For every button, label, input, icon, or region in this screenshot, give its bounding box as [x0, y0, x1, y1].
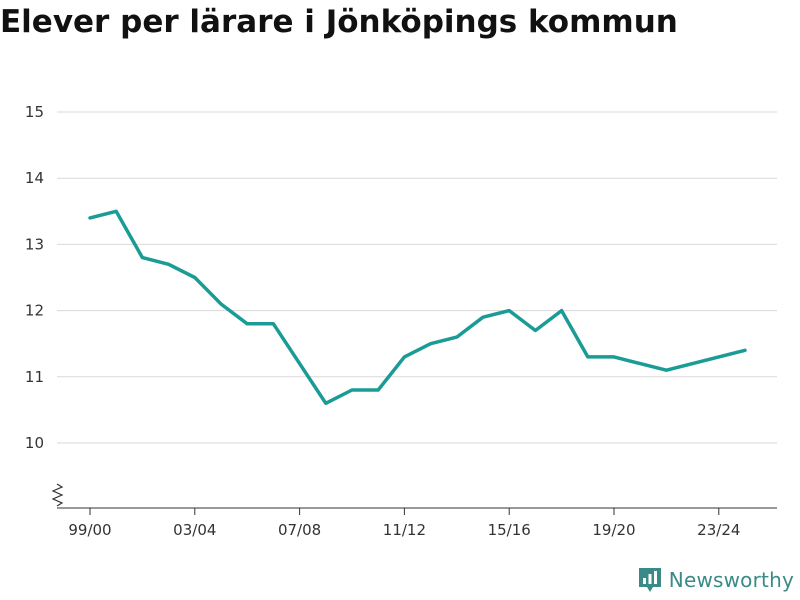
x-tick-label: 03/04 [173, 521, 216, 539]
grid-lines [57, 111, 777, 444]
newsworthy-logo-icon [638, 568, 661, 592]
brand-name: Newsworthy [668, 568, 794, 592]
y-tick-label: 13 [25, 235, 44, 253]
x-tick-label: 15/16 [488, 521, 531, 539]
x-tick-label: 07/08 [278, 521, 321, 539]
y-tick-label: 10 [25, 434, 44, 452]
y-axis-tick-labels: 10 11 12 13 14 15 [25, 103, 44, 452]
y-tick-label: 12 [25, 302, 44, 320]
x-tick-label: 99/00 [68, 521, 111, 539]
brand-logo: Newsworthy [637, 566, 794, 594]
y-tick-label: 11 [25, 368, 44, 386]
x-tick-label: 11/12 [383, 521, 426, 539]
series-line [88, 209, 747, 406]
x-tick-label: 19/20 [592, 521, 635, 539]
series-layer [88, 209, 747, 406]
y-tick-label: 15 [25, 103, 44, 121]
chart-title: Elever per lärare i Jönköpings kommun [0, 4, 678, 40]
x-tick-label: 23/24 [697, 521, 740, 539]
x-axis-ticks: 99/00 03/04 07/08 11/12 15/16 19/20 23/24 [68, 508, 740, 539]
y-tick-label: 14 [25, 169, 44, 187]
x-axis [51, 483, 777, 509]
axis-break-icon [51, 483, 64, 507]
